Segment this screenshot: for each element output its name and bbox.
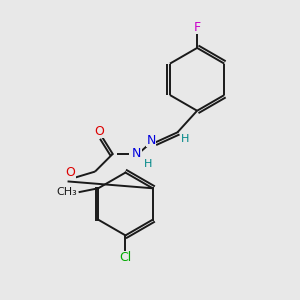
Text: CH₃: CH₃ <box>56 187 77 197</box>
Text: N: N <box>146 134 156 147</box>
Text: F: F <box>194 21 201 34</box>
Text: N: N <box>132 147 141 161</box>
Text: O: O <box>66 166 75 179</box>
Text: Cl: Cl <box>119 251 132 265</box>
Text: O: O <box>94 125 104 138</box>
Text: H: H <box>144 159 152 169</box>
Text: H: H <box>181 134 190 144</box>
